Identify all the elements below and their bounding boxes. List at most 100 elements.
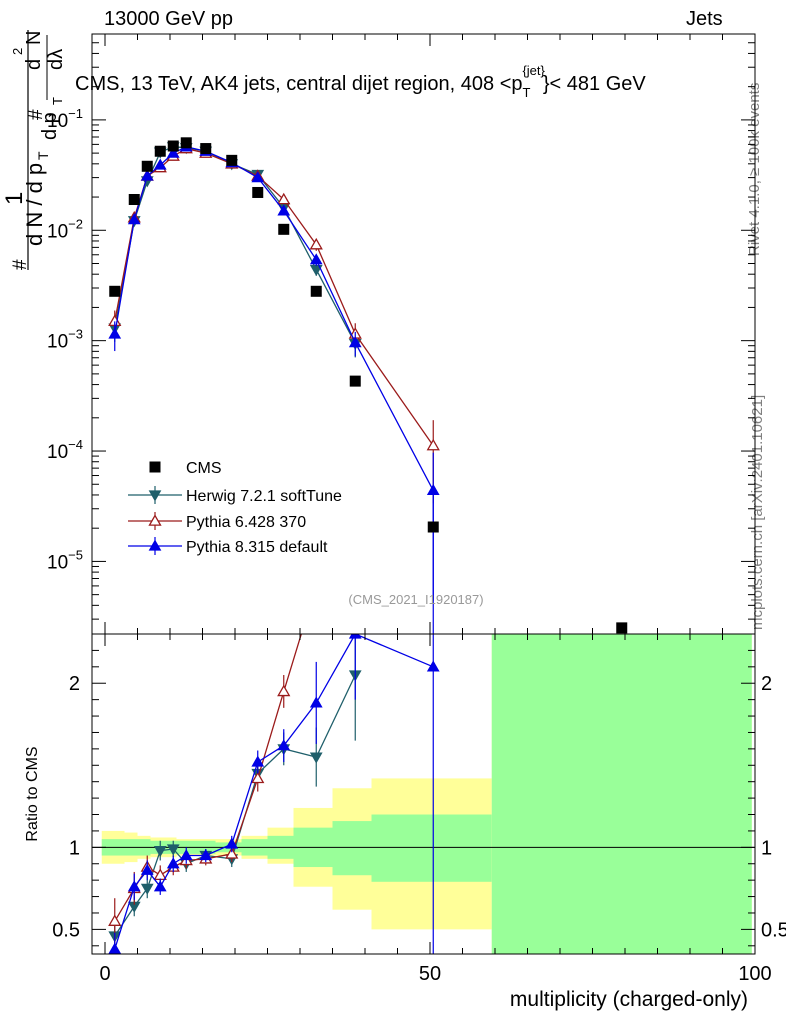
- plot-title-end: }< 481 GeV: [543, 73, 647, 95]
- ylabel-dndpt: d N / d p: [22, 163, 47, 246]
- ylabel-dlambda: dλ: [45, 49, 67, 70]
- series-2-point-10: [309, 253, 323, 265]
- ratio-0-point-2: [140, 883, 154, 895]
- data-point-4: [167, 140, 179, 152]
- y-tick-base-1: 10: [47, 442, 68, 463]
- y-tick-exp-2: −3: [68, 327, 83, 342]
- ylabel-hash-2: #: [26, 109, 47, 120]
- ylabel-dndpt-sub: T: [35, 151, 51, 160]
- ratio-2-point-3: [153, 880, 167, 892]
- header-left: 13000 GeV pp: [104, 8, 233, 30]
- ratio-frame: [91, 633, 756, 955]
- data-point-11: [349, 375, 361, 387]
- ratio-line-0: [114, 674, 356, 937]
- y-tick-exp-0: −5: [68, 547, 83, 562]
- data-series-group: [109, 137, 628, 634]
- y-tick-base-3: 10: [47, 221, 68, 242]
- data-point-7: [226, 154, 238, 166]
- series-1-point-10: [309, 237, 323, 250]
- ratio-1-point-3: [153, 868, 167, 881]
- data-point-3: [154, 145, 166, 157]
- series-2-point-9: [277, 204, 291, 216]
- legend: CMS Herwig 7.2.1 softTune Pythia 6.428 370…: [128, 460, 342, 556]
- ylabel-d2n-sup: 2: [10, 48, 25, 55]
- ylabel-hash-1: #: [10, 259, 31, 270]
- data-point-6: [200, 143, 212, 155]
- series-2-point-2: [140, 169, 154, 181]
- series-2-point-4: [166, 146, 180, 158]
- plot-title-sup: {jet}: [522, 63, 545, 78]
- ratio-2-point-6: [199, 849, 213, 861]
- y-tick-label-4: 10−1: [47, 106, 83, 132]
- ratio-2-point-12: [426, 660, 440, 672]
- data-point-12: [427, 521, 439, 533]
- ylabel-dpt-sub: T: [50, 97, 65, 105]
- y-tick-label-3: 10−2: [47, 216, 83, 242]
- legend-entry-3: Pythia 8.315 default: [186, 539, 328, 556]
- data-point-5: [180, 137, 192, 149]
- plot-title-main: CMS, 13 TeV, AK4 jets, central dijet reg…: [75, 73, 523, 95]
- ylabel-d2n-n: N: [23, 31, 45, 45]
- plot-title-sub: T: [523, 85, 531, 100]
- ratio-2-point-2: [140, 863, 154, 875]
- legend-marker-0: [148, 490, 162, 502]
- band-inner-13: [491, 634, 752, 954]
- series-2-point-1: [127, 213, 141, 225]
- ratio-tick-label-right-2: 2: [761, 673, 772, 695]
- data-point-8: [252, 186, 264, 198]
- y-tick-label-1: 10−4: [47, 437, 83, 463]
- legend-entry-2: Pythia 6.428 370: [186, 514, 306, 531]
- legend-entry-0: CMS: [186, 460, 222, 477]
- ratio-y-axis-label: Ratio to CMS: [24, 746, 41, 841]
- ratio-2-point-9: [277, 739, 291, 751]
- data-point-13: [616, 622, 628, 634]
- y-tick-label-2: 10−3: [47, 327, 83, 353]
- y-tick-exp-4: −1: [68, 106, 83, 121]
- uncertainty-bands: [101, 634, 752, 954]
- ratio-1-point-11: [350, 546, 361, 556]
- y-tick-base-4: 10: [47, 111, 68, 132]
- ratio-1-point-9: [277, 684, 291, 697]
- band-inner-11: [332, 821, 372, 876]
- series-2-point-11: [348, 336, 362, 348]
- series-1-point-9: [277, 192, 291, 205]
- y-tick-exp-3: −2: [68, 216, 83, 231]
- legend-marker-1: [148, 514, 162, 526]
- data-point-9: [278, 223, 290, 235]
- ylabel-one: 1: [1, 192, 28, 205]
- x-tick-label-0: 0: [99, 963, 110, 985]
- series-2-point-8: [251, 171, 265, 183]
- data-point-10: [310, 285, 322, 297]
- main-series-group: [108, 140, 440, 634]
- y-tick-base-2: 10: [47, 332, 68, 353]
- ratio-tick-label-2: 2: [69, 673, 80, 695]
- ratio-2-point-4: [166, 857, 180, 869]
- data-point-2: [141, 160, 153, 172]
- y-tick-exp-1: −4: [68, 437, 83, 452]
- ratio-2-point-8: [251, 755, 265, 767]
- ratio-2-point-10: [309, 696, 323, 708]
- ratio-tick-label-right-1: 1: [761, 837, 772, 859]
- legend-marker-cms: [149, 461, 161, 473]
- y-tick-base-0: 10: [47, 552, 68, 573]
- ratio-2-point-7: [225, 837, 239, 849]
- ratio-0-point-3: [153, 845, 167, 858]
- x-axis-label: multiplicity (charged-only): [510, 988, 748, 1011]
- x-tick-label-2: 100: [738, 963, 771, 985]
- series-1-point-12: [426, 438, 440, 451]
- ratio-series-group: [108, 103, 440, 954]
- plot-title: CMS, 13 TeV, AK4 jets, central dijet reg…: [75, 63, 646, 100]
- ratio-tick-label-0: 0.5: [52, 919, 80, 941]
- ratio-1-point-10: [311, 579, 322, 589]
- ylabel-d2n-d: d: [23, 59, 45, 70]
- ratio-0-point-4: [166, 844, 180, 856]
- legend-entry-1: Herwig 7.2.1 softTune: [186, 488, 342, 505]
- ratio-1-point-12: [428, 103, 439, 113]
- ratio-1-point-7: [225, 847, 239, 859]
- band-inner-12: [371, 814, 492, 882]
- data-point-1: [128, 194, 140, 206]
- x-tick-label-1: 50: [419, 963, 441, 985]
- legend-marker-2: [148, 539, 162, 551]
